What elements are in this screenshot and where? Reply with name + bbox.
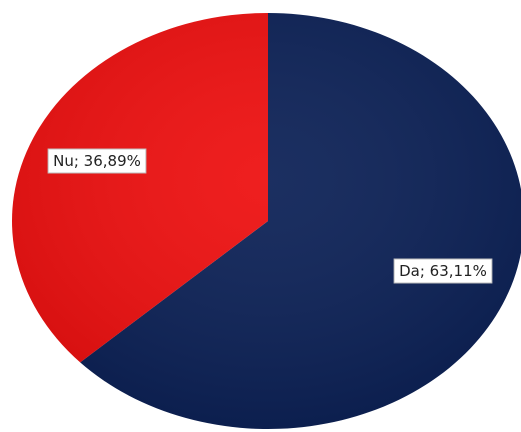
pie-label-text: Da; 63,11% [399, 262, 487, 280]
pie-label-nu: Nu; 36,89% [47, 148, 147, 174]
pie-label-text: Nu; 36,89% [53, 152, 141, 170]
pie-label-box [47, 148, 147, 174]
pie-labels: Da; 63,11% Nu; 36,89% [47, 148, 493, 284]
pie-slices [12, 13, 521, 429]
pie-label-box [393, 258, 493, 284]
pie-label-da: Da; 63,11% [393, 258, 493, 284]
